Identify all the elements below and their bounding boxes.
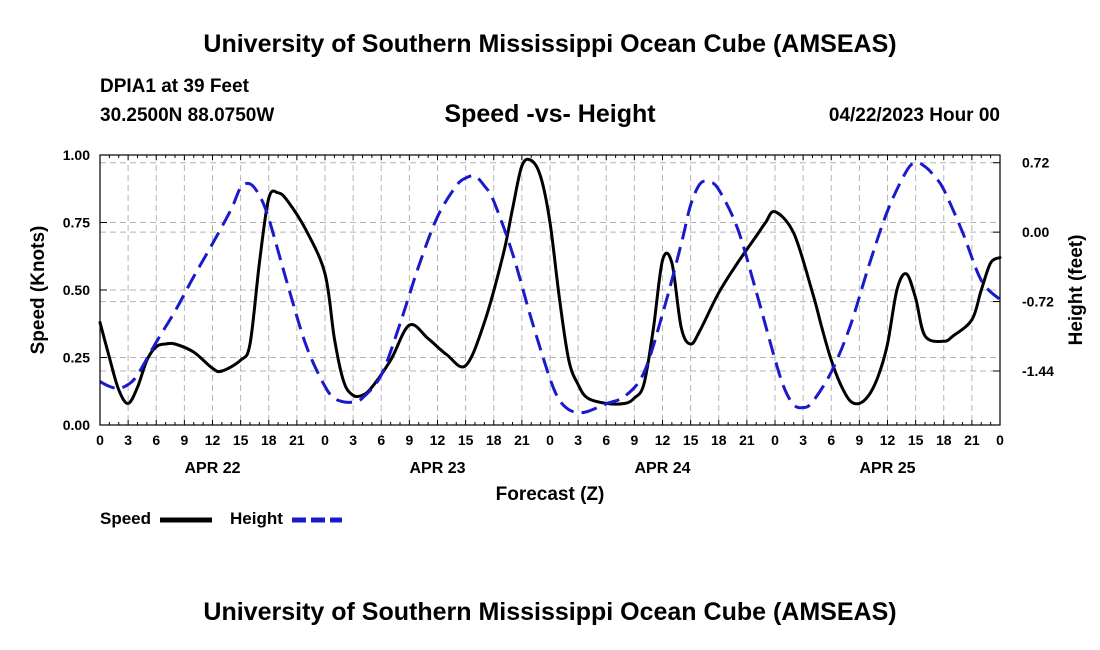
x-tick-label: 18 xyxy=(936,432,952,448)
x-tick-label: 6 xyxy=(602,432,610,448)
station-name: DPIA1 at 39 Feet xyxy=(100,76,249,97)
x-tick-label: 9 xyxy=(630,432,638,448)
x-tick-label: 21 xyxy=(964,432,980,448)
day-label: APR 23 xyxy=(409,460,465,477)
y-tick-label: 1.00 xyxy=(63,147,90,163)
legend-height-label: Height xyxy=(230,509,283,528)
chart-title: Speed -vs- Height xyxy=(444,100,656,128)
legend-speed-label: Speed xyxy=(100,509,152,528)
footer-title: University of Southern Mississippi Ocean… xyxy=(203,598,897,626)
x-tick-label: 12 xyxy=(205,432,221,448)
day-label: APR 22 xyxy=(184,460,240,477)
y2-tick-label: 0.72 xyxy=(1022,155,1049,171)
x-tick-label: 0 xyxy=(96,432,104,448)
height-series-line xyxy=(99,161,1002,415)
x-tick-label: 12 xyxy=(880,432,896,448)
x-tick-label: 0 xyxy=(771,432,779,448)
y2-axis-title: Height (feet) xyxy=(1066,235,1087,346)
x-tick-label: 18 xyxy=(711,432,727,448)
y2-tick-label: 0.00 xyxy=(1022,224,1049,240)
x-tick-label: 3 xyxy=(349,432,357,448)
x-tick-label: 3 xyxy=(574,432,582,448)
x-tick-label: 21 xyxy=(289,432,305,448)
x-axis-title: Forecast (Z) xyxy=(496,484,605,505)
x-tick-label: 15 xyxy=(908,432,924,448)
x-tick-label: 9 xyxy=(180,432,188,448)
x-tick-label: 6 xyxy=(377,432,385,448)
day-label: APR 25 xyxy=(859,460,915,477)
x-tick-label: 15 xyxy=(683,432,699,448)
x-tick-label: 6 xyxy=(152,432,160,448)
x-tick-label: 3 xyxy=(124,432,132,448)
y-tick-label: 0.50 xyxy=(63,282,90,298)
y2-tick-label: -1.44 xyxy=(1022,363,1054,379)
x-tick-label: 18 xyxy=(261,432,277,448)
x-tick-label: 9 xyxy=(405,432,413,448)
forecast-date: 04/22/2023 Hour 00 xyxy=(828,105,1000,126)
axes: 0 3 6 9 12 15 18 21 0 3 6 9 12 15 18 21 0 3 6 9 12 15 18 21 0 3 6 9… xyxy=(63,147,1054,477)
main-title: University of Southern Mississippi Ocean… xyxy=(203,30,897,58)
x-tick-label: 21 xyxy=(739,432,755,448)
x-tick-label: 15 xyxy=(458,432,474,448)
x-tick-label: 0 xyxy=(321,432,329,448)
x-tick-label: 0 xyxy=(546,432,554,448)
series-lines xyxy=(98,157,1002,415)
x-tick-label: 9 xyxy=(855,432,863,448)
y2-tick-label: -0.72 xyxy=(1022,294,1054,310)
speed-series-line xyxy=(98,157,1002,406)
grid-lines xyxy=(99,154,1001,426)
y-axis-title: Speed (Knots) xyxy=(28,226,49,355)
x-tick-label: 12 xyxy=(655,432,671,448)
x-tick-label: 6 xyxy=(827,432,835,448)
x-tick-label: 21 xyxy=(514,432,530,448)
x-tick-label: 3 xyxy=(799,432,807,448)
x-tick-label: 15 xyxy=(233,432,249,448)
x-tick-label: 18 xyxy=(486,432,502,448)
y-tick-label: 0.25 xyxy=(63,350,90,366)
x-tick-label: 12 xyxy=(430,432,446,448)
y-tick-label: 0.75 xyxy=(63,215,90,231)
day-label: APR 24 xyxy=(634,460,690,477)
x-tick-label: 0 xyxy=(996,432,1004,448)
y-tick-label: 0.00 xyxy=(63,417,90,433)
station-coordinates: 30.2500N 88.0750W xyxy=(100,105,275,126)
